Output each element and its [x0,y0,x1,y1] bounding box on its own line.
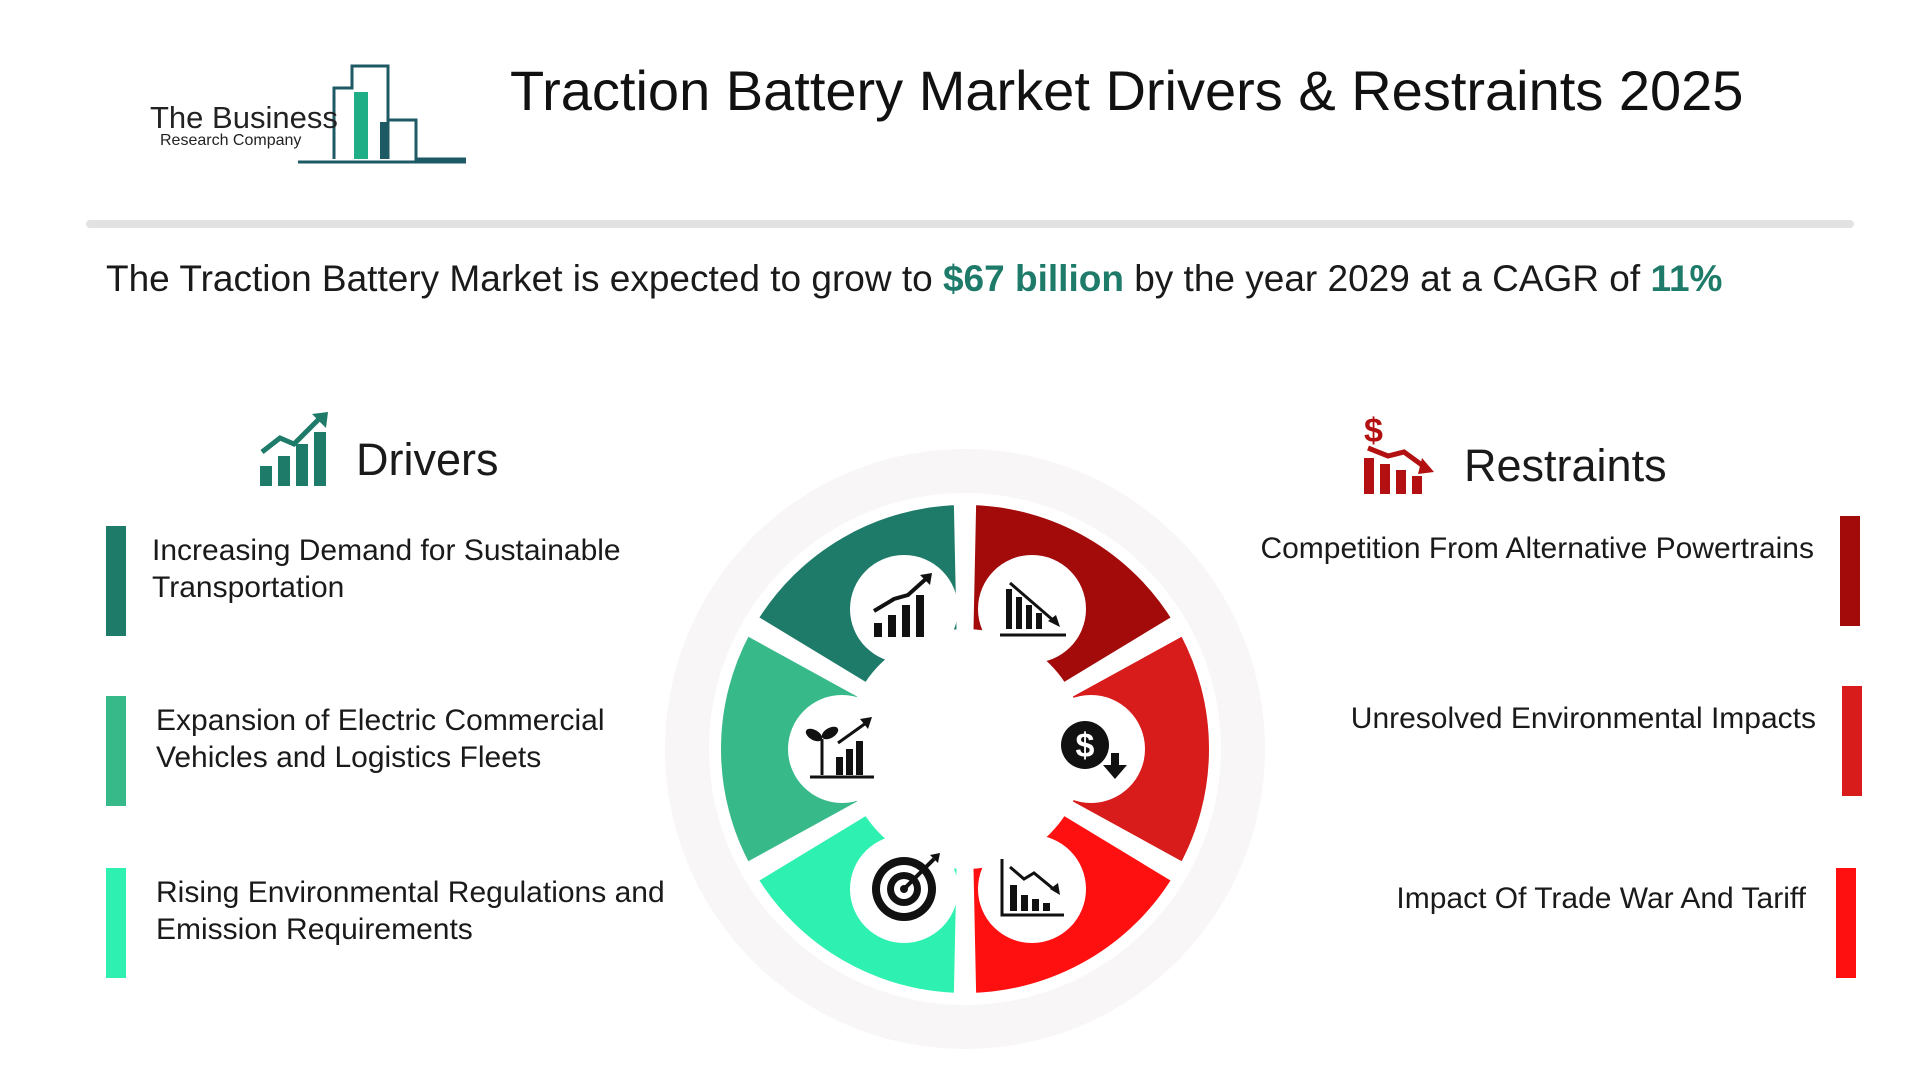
driver-bar-1 [106,526,126,636]
declining-chart-icon [978,835,1086,943]
restraint-bar-1 [1840,516,1860,626]
company-logo: The Business Research Company [148,62,468,168]
restraint-bar-3 [1836,868,1856,978]
plant-growth-icon [788,695,896,803]
logo-graphic [298,64,466,164]
drivers-title: Drivers [356,434,499,485]
dollar-down-icon: $ [1037,695,1145,803]
market-value: $67 billion [942,258,1124,299]
summary-middle: by the year 2029 at a CAGR of [1123,258,1651,299]
svg-text:$: $ [1364,412,1383,450]
svg-text:$: $ [1076,727,1095,765]
rising-bars-icon [850,555,958,663]
growth-chart-icon [260,412,328,486]
restraints-title: Restraints [1464,440,1667,491]
driver-label-1: Increasing Demand for Sustainable Transp… [152,534,621,604]
wheel-hub [845,629,1085,869]
falling-bars-icon [978,555,1086,663]
driver-label-3: Rising Environmental Regulations and Emi… [156,876,665,946]
market-summary: The Traction Battery Market is expected … [106,258,1806,300]
restraint-label-1: Competition From Alternative Powertrains [1260,532,1814,565]
cagr-value: 11% [1650,258,1723,299]
page-title: Traction Battery Market Drivers & Restra… [510,59,1744,122]
logo-line2: Research Company [160,132,302,149]
header-divider [86,220,1854,228]
logo-line1: The Business [150,100,338,135]
driver-label-2: Expansion of Electric Commercial Vehicle… [156,704,605,774]
target-icon [850,835,958,943]
restraint-bar-2 [1842,686,1862,796]
drivers-restraints-wheel: $ [665,449,1265,1049]
driver-bar-3 [106,868,126,978]
driver-bar-2 [106,696,126,806]
restraint-label-3: Impact Of Trade War And Tariff [1396,882,1806,915]
dollar-decline-icon: $ [1364,412,1434,494]
summary-prefix: The Traction Battery Market is expected … [106,258,943,299]
restraint-label-2: Unresolved Environmental Impacts [1350,702,1816,735]
